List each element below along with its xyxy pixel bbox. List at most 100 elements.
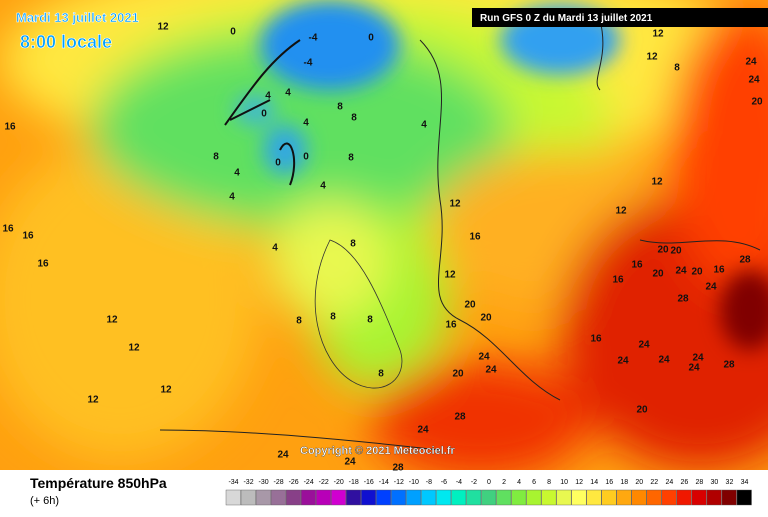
scale-swatch bbox=[285, 489, 301, 506]
contour-label: 16 bbox=[2, 224, 14, 235]
contour-label: 16 bbox=[37, 259, 49, 270]
contour-label: 8 bbox=[350, 239, 356, 250]
scale-label: 22 bbox=[650, 479, 658, 486]
scale-label: -12 bbox=[394, 479, 404, 486]
scale-label: 12 bbox=[575, 479, 583, 486]
contour-label: 20 bbox=[464, 300, 476, 311]
scale-swatch bbox=[481, 489, 497, 506]
scale-swatch bbox=[376, 489, 392, 506]
contour-label: 8 bbox=[351, 113, 357, 124]
contour-label: 20 bbox=[670, 246, 682, 257]
contour-label: 20 bbox=[480, 313, 492, 324]
contour-label: 4 bbox=[320, 181, 326, 192]
scale-label: 14 bbox=[590, 479, 598, 486]
contour-label: 24 bbox=[485, 365, 497, 376]
contour-label: 16 bbox=[612, 275, 624, 286]
contour-label: 20 bbox=[652, 269, 664, 280]
contour-label: 0 bbox=[303, 152, 309, 163]
scale-label: 34 bbox=[741, 479, 749, 486]
contour-label: 4 bbox=[285, 88, 291, 99]
contour-label: 20 bbox=[691, 267, 703, 278]
scale-swatch bbox=[646, 489, 662, 506]
contour-label: 8 bbox=[330, 312, 336, 323]
run-info: Run GFS 0 Z du Mardi 13 juillet 2021 bbox=[480, 13, 653, 24]
contour-label: 12 bbox=[449, 199, 461, 210]
local-time: 8:00 locale bbox=[20, 32, 112, 52]
scale-label: -28 bbox=[274, 479, 284, 486]
scale-label: -18 bbox=[349, 479, 359, 486]
scale-swatch bbox=[466, 489, 482, 506]
contour-label: 20 bbox=[751, 97, 763, 108]
contour-label: 20 bbox=[452, 369, 464, 380]
contour-label: 4 bbox=[272, 243, 278, 254]
contour-label: 20 bbox=[636, 405, 648, 416]
scale-label: -20 bbox=[334, 479, 344, 486]
contour-label: 24 bbox=[675, 266, 687, 277]
temperature-field bbox=[0, 0, 768, 480]
contour-label: 0 bbox=[275, 158, 281, 169]
scale-swatch bbox=[346, 489, 361, 506]
scale-swatch bbox=[571, 489, 587, 506]
contour-label: 24 bbox=[277, 450, 289, 461]
scale-label: 4 bbox=[517, 479, 521, 486]
date: Mardi 13 juillet 2021 bbox=[16, 10, 139, 25]
contour-label: 8 bbox=[337, 102, 343, 113]
scale-swatch bbox=[736, 489, 752, 506]
scale-swatch bbox=[601, 489, 617, 506]
contour-label: 4 bbox=[303, 118, 309, 129]
contour-label: 28 bbox=[677, 294, 689, 305]
contour-label: 24 bbox=[344, 457, 356, 468]
run-box bbox=[472, 8, 768, 27]
contour-label: 16 bbox=[469, 232, 481, 243]
contour-label: 16 bbox=[713, 265, 725, 276]
contour-label: 24 bbox=[748, 75, 760, 86]
scale-label: 2 bbox=[502, 479, 506, 486]
scale-label: 26 bbox=[680, 479, 688, 486]
scale-label: 18 bbox=[620, 479, 628, 486]
contour-label: 16 bbox=[22, 231, 34, 242]
scale-label: -2 bbox=[471, 479, 477, 486]
contour-label: 12 bbox=[651, 177, 663, 188]
contour-label: 24 bbox=[705, 282, 717, 293]
scale-label: 20 bbox=[635, 479, 643, 486]
scale-label: 30 bbox=[711, 479, 719, 486]
scale-label: -24 bbox=[304, 479, 314, 486]
contour-label: 12 bbox=[646, 52, 658, 63]
contour-label: 8 bbox=[674, 63, 680, 74]
contour-label: 12 bbox=[652, 29, 664, 40]
scale-label: 6 bbox=[532, 479, 536, 486]
contour-label: 12 bbox=[128, 343, 140, 354]
scale-label: -32 bbox=[243, 479, 253, 486]
scale-label: 10 bbox=[560, 479, 568, 486]
scale-swatch bbox=[255, 489, 271, 506]
scale-swatch bbox=[661, 489, 677, 506]
contour-label: 16 bbox=[631, 260, 643, 271]
contour-label: 12 bbox=[615, 206, 627, 217]
scale-label: -34 bbox=[228, 479, 238, 486]
scale-swatch bbox=[721, 489, 737, 506]
scale-label: 16 bbox=[605, 479, 613, 486]
contour-label: 28 bbox=[723, 360, 735, 371]
scale-swatch bbox=[526, 489, 542, 506]
scale-swatch bbox=[225, 489, 241, 506]
scale-swatch bbox=[361, 489, 376, 506]
scale-swatch bbox=[616, 489, 632, 506]
scale-swatch bbox=[451, 489, 467, 506]
scale-label: -6 bbox=[441, 479, 447, 486]
contour-label: 16 bbox=[4, 122, 16, 133]
field-title: Température 850hPa bbox=[30, 475, 167, 491]
scale-swatch bbox=[691, 489, 707, 506]
scale-swatch bbox=[586, 489, 602, 506]
contour-label: 24 bbox=[478, 352, 490, 363]
contour-label: -4 bbox=[309, 33, 318, 44]
scale-label: -22 bbox=[319, 479, 329, 486]
scale-swatch bbox=[511, 489, 527, 506]
contour-label: 24 bbox=[745, 57, 757, 68]
scale-swatch bbox=[631, 489, 647, 506]
scale-swatch bbox=[331, 489, 346, 506]
scale-label: -10 bbox=[409, 479, 419, 486]
copyright: Copyright © 2021 Meteociel.fr bbox=[300, 445, 456, 457]
scale-label: -16 bbox=[364, 479, 374, 486]
